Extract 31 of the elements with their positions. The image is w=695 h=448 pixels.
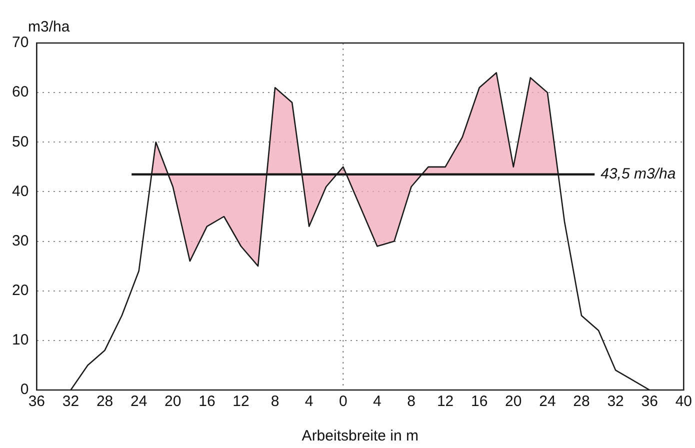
x-tick-label: 28 [573,393,590,410]
x-tick-label: 4 [373,393,382,410]
x-tick-label: 28 [96,393,114,410]
x-tick-label: 4 [304,393,314,410]
y-tick-label: 50 [12,133,29,150]
y-axis-title: m3/ha [28,18,70,36]
x-axis-title: Arbeitsbreite in m [302,428,419,445]
y-tick-label: 60 [12,84,29,101]
x-tick-label: 36 [28,393,46,410]
x-tick-label: 16 [198,393,216,410]
x-tick-label: 8 [270,393,280,410]
y-tick-label: 40 [12,182,29,200]
x-tick-label: 12 [232,393,250,410]
x-tick-label: 16 [471,393,488,410]
x-tick-label: 36 [641,393,658,410]
y-tick-label: 70 [12,34,29,52]
x-tick-label: 8 [407,393,416,410]
x-tick-label: 40 [675,393,692,410]
y-tick-label: 10 [12,332,29,349]
y-tick-label: 0 [20,381,29,398]
x-tick-label: 32 [607,393,624,410]
x-tick-label: 20 [164,393,182,410]
x-tick-label: 24 [130,393,148,410]
x-tick-label: 32 [62,393,80,410]
y-tick-label: 30 [12,232,29,250]
x-tick-label: 12 [436,393,454,410]
x-tick-label: 0 [338,393,348,410]
y-tick-label: 20 [12,282,29,299]
x-tick-label: 24 [539,393,556,410]
x-tick-label: 20 [505,393,522,410]
ref-line-label: 43,5 m3/ha [600,166,676,183]
